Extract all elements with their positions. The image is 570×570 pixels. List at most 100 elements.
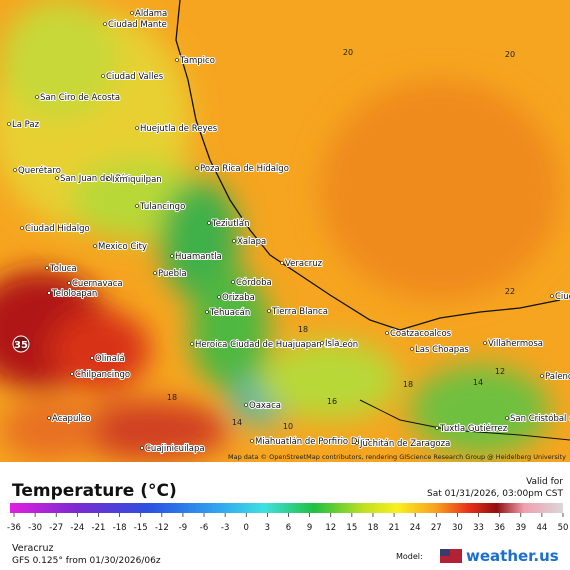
color-bar-label: -15 (134, 523, 148, 533)
contour-label: 20 (343, 48, 353, 57)
contour-label: 18 (403, 380, 413, 389)
place-label: Huamantla (175, 252, 222, 262)
place-dot (135, 126, 139, 130)
place-label: Ixmiquilpan (112, 175, 162, 185)
color-bar-label: 24 (410, 523, 421, 533)
color-bar-label: 21 (389, 523, 400, 533)
place-dot (130, 11, 134, 15)
color-bar-label: 6 (286, 523, 291, 533)
place-dot (267, 309, 271, 313)
place-dot (47, 291, 51, 295)
map (0, 0, 570, 462)
place-label: Mexico City (98, 242, 147, 252)
place-label: Tuxtla Gutiérrez (439, 423, 508, 434)
border (359, 399, 570, 441)
place-label: Aldama (135, 9, 167, 19)
place-dot (207, 221, 211, 225)
valid-label: Valid for (526, 477, 563, 487)
place-dot (107, 177, 111, 181)
region: Veracruz (12, 543, 53, 554)
place-dot (175, 58, 179, 62)
place-label: Puebla (158, 269, 187, 279)
place-label: Isla (325, 339, 340, 349)
place-dot (140, 446, 144, 450)
place-dot (250, 439, 254, 443)
legend-title: Temperature (°C) (12, 481, 177, 501)
place-label: Xalapa (237, 237, 266, 247)
contour-label: 22 (505, 287, 515, 296)
place-dot (35, 95, 39, 99)
place-label: Poza Rica de Hidalgo (200, 164, 289, 174)
color-bar-label: -27 (49, 523, 63, 533)
coastline (175, 0, 561, 331)
color-bar-label: -24 (70, 523, 84, 533)
place-label: Juchitán de Zaragoza (359, 439, 450, 449)
color-bar-label: 9 (307, 523, 312, 533)
place-dot (13, 168, 17, 172)
color-bar-label: 0 (244, 523, 249, 533)
place-dot (7, 122, 11, 126)
model-run: GFS 0.125° from 01/30/2026/06z (12, 556, 161, 566)
place-dot (217, 295, 221, 299)
place-dot (93, 244, 97, 248)
place-dot (90, 356, 94, 360)
place-dot (190, 342, 194, 346)
place-dot (385, 331, 389, 335)
place-dot (231, 280, 235, 284)
color-bar-label: -30 (28, 523, 42, 533)
place-label: Ciudad Hidalgo (25, 224, 90, 234)
color-bar-label: 39 (515, 523, 526, 533)
max-label: 35 (14, 340, 28, 351)
color-bar-label: 36 (494, 523, 505, 533)
place-label: Toluca (49, 264, 77, 274)
color-bar (10, 503, 563, 513)
place-dot (232, 239, 236, 243)
place-label: Acapulco (52, 414, 91, 424)
flag-canton (440, 549, 450, 556)
contour-label: 18 (167, 393, 177, 402)
place-label: Villahermosa (488, 339, 543, 349)
brand: weather.us (466, 547, 559, 565)
place-label: La Paz (12, 120, 40, 130)
place-dot (45, 266, 49, 270)
place-label: Córdoba (236, 277, 272, 288)
place-label: Coatzacoalcos (390, 329, 452, 339)
place-dot (355, 441, 359, 445)
color-bar-label: -18 (113, 523, 127, 533)
footer (0, 462, 570, 570)
contour-label: 20 (505, 50, 515, 59)
place-dot (153, 271, 157, 275)
contour-label: 16 (327, 397, 337, 406)
place-label: Cuajinicuilapa (145, 444, 205, 454)
color-bar-label: -12 (155, 523, 169, 533)
place-label: Olinalá (95, 354, 125, 364)
place-label: Tulancingo (139, 202, 185, 212)
place-dot (55, 176, 59, 180)
color-bar-label: 27 (431, 523, 442, 533)
max-marker (12, 335, 30, 353)
place-label: Cuernavaca (72, 279, 123, 289)
place-label: Teziutlán (211, 219, 249, 229)
place-label: Veracruz (285, 259, 323, 269)
place-dot (280, 261, 284, 265)
color-bar-label: 12 (325, 523, 336, 533)
place-label: Orizaba (222, 293, 255, 303)
place-dot (244, 403, 248, 407)
place-dot (540, 374, 544, 378)
place-label: Tampico (179, 56, 215, 66)
contour-label: 14 (473, 378, 483, 387)
contour-label: 10 (283, 422, 293, 431)
place-label: Miahuatlán de Porfirio Díaz (255, 437, 370, 447)
color-bar-label: 3 (265, 523, 270, 533)
place-dot (550, 294, 554, 298)
place-dot (20, 226, 24, 230)
place-dot (67, 281, 71, 285)
place-label: Tehuacán (209, 308, 250, 318)
color-bar-label: -36 (7, 523, 21, 533)
color-bar-label: -21 (92, 523, 106, 533)
color-bar-label: 18 (368, 523, 379, 533)
color-bar-label: 15 (346, 523, 357, 533)
place-label: Heroica Ciudad de Huajuapan de León (195, 339, 358, 350)
place-label: Ciudad Mante (108, 20, 167, 30)
